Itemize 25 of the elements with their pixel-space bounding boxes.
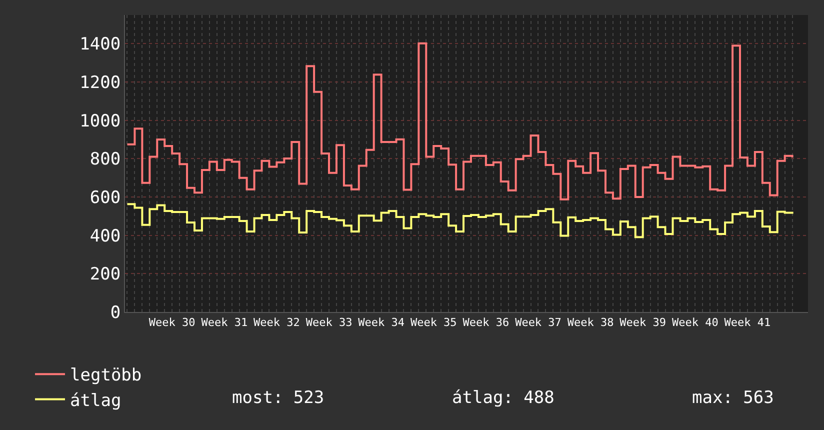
y-tick-label: 1200: [80, 73, 121, 94]
x-tick-label: Week 40: [672, 316, 718, 330]
x-tick-label: Week 41: [724, 316, 771, 330]
x-tick-label: Week 30: [148, 316, 196, 330]
x-tick-label: Week 36: [462, 316, 510, 330]
y-tick-label: 400: [90, 226, 121, 246]
y-tick-label: 1400: [80, 34, 121, 55]
x-tick-label: Week 35: [410, 316, 457, 330]
x-tick-label: Week 31: [201, 316, 248, 330]
y-tick-label: 800: [90, 150, 121, 170]
text: most: 523: [232, 388, 324, 408]
y-tick-label: 1000: [80, 111, 121, 132]
text: max: 563: [692, 388, 774, 408]
legend-label: átlag: [70, 390, 122, 411]
y-tick-label: 600: [90, 188, 121, 208]
x-tick-label: Week 34: [358, 316, 405, 330]
x-tick-label: Week 39: [620, 316, 666, 330]
x-tick-label: Week 38: [567, 316, 614, 330]
x-tick-label: Week 37: [515, 316, 562, 330]
x-tick-label: Week 32: [254, 316, 300, 330]
y-tick-label: 0: [110, 302, 121, 323]
y-tick-label: 200: [90, 264, 121, 285]
x-tick-label: Week 33: [306, 316, 352, 330]
legend-label: legtöbb: [70, 366, 142, 386]
text: átlag: 488: [452, 388, 554, 408]
